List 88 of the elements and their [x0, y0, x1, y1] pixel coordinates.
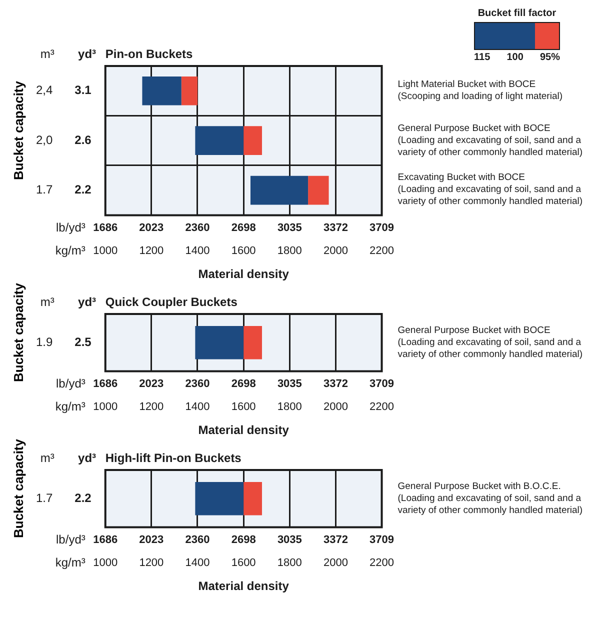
bar	[244, 126, 262, 156]
text: yd³	[78, 295, 96, 309]
x-axis-title: Material density	[198, 267, 290, 282]
text: 115	[474, 52, 490, 63]
y2-tick-label: 2.2	[74, 490, 92, 505]
x2-tick-label: 2698	[231, 534, 256, 546]
text: yd³	[78, 47, 96, 61]
y-tick-label: 1.9	[36, 334, 53, 349]
x2-tick-label: 3709	[370, 378, 394, 390]
x2-tick-label: 3372	[323, 534, 348, 546]
x2-tick-label: 2360	[185, 534, 210, 546]
x-tick-label: 1000	[93, 245, 118, 258]
x2-tick-label: 2698	[231, 222, 256, 234]
text: General Purpose Bucket with BOCE (Loading and excavating of soil, sand and a variety of other commonly handled material)	[398, 324, 584, 361]
y-axis-title: Bucket capacity	[10, 282, 26, 382]
x-tick-label: 2000	[323, 401, 348, 414]
text: yd³	[78, 451, 96, 465]
text: kg/m³	[55, 556, 86, 570]
x2-tick-label: 2023	[139, 222, 164, 234]
x2-tick-label: 3709	[370, 222, 394, 234]
bar	[142, 76, 182, 106]
x-tick-label: 2200	[370, 557, 394, 570]
text: General Purpose Bucket with BOCE (Loading and excavating of soil, sand and a variety of other commonly handled material)	[398, 122, 584, 159]
text: 95%	[540, 52, 560, 63]
x-tick-label: 2200	[370, 245, 394, 258]
x-tick-label: 1200	[139, 245, 164, 258]
x-tick-label: 1800	[277, 401, 302, 414]
y-tick-label: 2,4	[36, 83, 53, 98]
x-axis-title: Material density	[198, 423, 290, 438]
x2-tick-label: 3035	[277, 222, 302, 234]
x-tick-label: 1600	[231, 401, 256, 414]
text: 100	[506, 52, 524, 63]
y2-tick-label: 2.5	[74, 334, 92, 349]
x2-tick-label: 1686	[93, 222, 118, 234]
x2-tick-label: 2023	[139, 534, 164, 546]
x-tick-label: 1000	[93, 401, 118, 414]
x2-tick-label: 1686	[93, 378, 118, 390]
y-tick-label: 1.7	[36, 490, 53, 505]
text: m³	[40, 451, 54, 465]
text: m³	[40, 47, 54, 61]
x-axis-title: Material density	[198, 579, 290, 594]
text: Excavating Bucket with BOCE (Loading and excavating of soil, sand and a variety of other commonly handled material)	[398, 172, 584, 208]
text: m³	[40, 295, 54, 309]
x2-tick-label: 2698	[231, 378, 256, 390]
x2-tick-label: 3372	[323, 378, 348, 390]
text: kg/m³	[55, 244, 86, 258]
y2-tick-label: 2.2	[74, 182, 92, 197]
text: kg/m³	[55, 400, 86, 414]
x2-tick-label: 1686	[93, 534, 118, 546]
bar	[308, 176, 329, 205]
x-tick-label: 1600	[231, 557, 256, 570]
bar	[250, 176, 308, 205]
x-tick-label: 1400	[185, 245, 210, 258]
y2-tick-label: 3.1	[74, 83, 92, 98]
text: Light Material Bucket with BOCE (Scooping and loading of light material)	[398, 78, 564, 103]
x2-tick-label: 2360	[185, 378, 210, 390]
x2-tick-label: 2360	[185, 222, 210, 234]
y-tick-label: 2,0	[36, 132, 53, 147]
x-tick-label: 1800	[277, 557, 302, 570]
x2-axis-title: lb/yd³	[56, 532, 86, 547]
text: General Purpose Bucket with B.O.C.E. (Loading and excavating of soil, sand and a variety of other commonly handled material)	[398, 480, 584, 517]
x2-tick-label: 3709	[370, 534, 394, 546]
x-tick-label: 2200	[370, 401, 394, 414]
y-axis-title: Bucket capacity	[10, 438, 26, 538]
x-tick-label: 1400	[185, 401, 210, 414]
y-axis-title: Bucket capacity	[10, 80, 26, 180]
chart-title: Pin-on Buckets	[105, 47, 194, 61]
legend-title: Bucket fill factor	[476, 8, 558, 19]
x-tick-label: 1800	[277, 245, 302, 258]
x2-axis-title: lb/yd³	[56, 376, 86, 391]
x-tick-label: 1200	[139, 401, 164, 414]
x2-axis-title: lb/yd³	[56, 220, 86, 235]
x-tick-label: 1000	[93, 557, 118, 570]
x-tick-label: 2000	[323, 557, 348, 570]
chart-title: High-lift Pin-on Buckets	[105, 451, 242, 465]
x2-tick-label: 3035	[277, 534, 302, 546]
x2-tick-label: 3372	[323, 222, 348, 234]
chart-title: Quick Coupler Buckets	[105, 295, 238, 309]
bar	[181, 76, 198, 106]
x-tick-label: 1600	[231, 245, 256, 258]
x-tick-label: 1400	[185, 557, 210, 570]
x2-tick-label: 3035	[277, 378, 302, 390]
y-tick-label: 1.7	[36, 182, 53, 197]
bar	[195, 126, 244, 156]
x-tick-label: 2000	[323, 245, 348, 258]
x-tick-label: 1200	[139, 557, 164, 570]
y2-tick-label: 2.6	[74, 132, 92, 147]
x2-tick-label: 2023	[139, 378, 164, 390]
